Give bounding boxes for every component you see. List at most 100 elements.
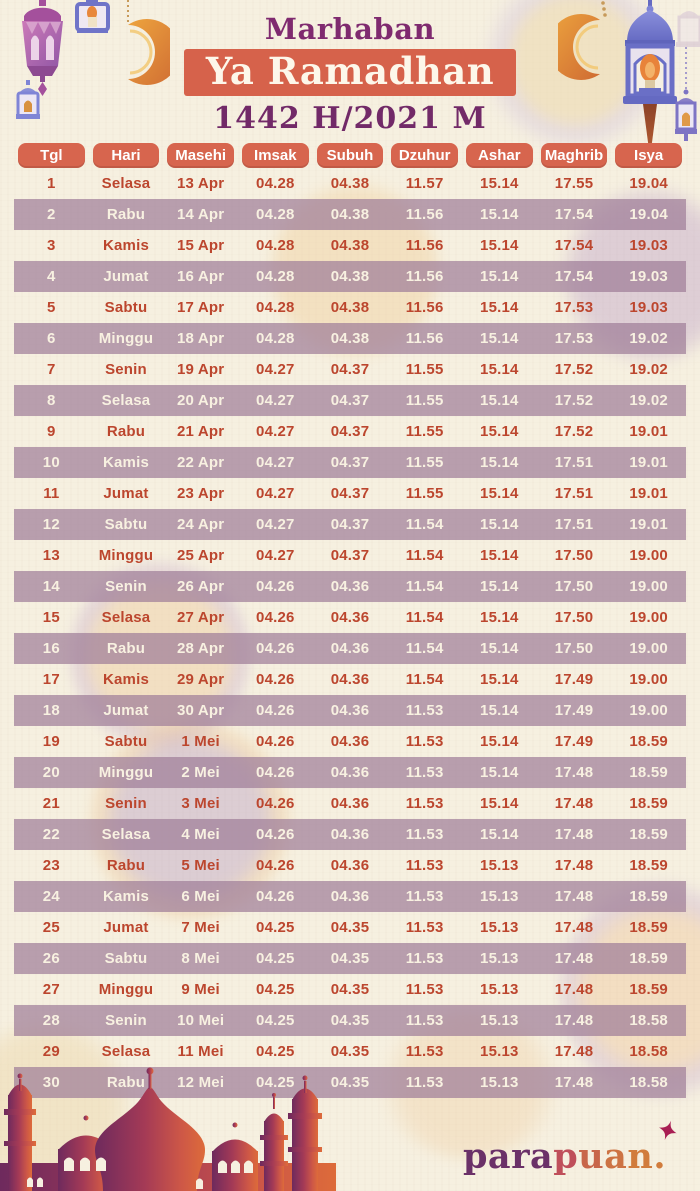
cell-hari: Rabu (106, 206, 146, 223)
cell-dzuhur: 11.55 (405, 485, 444, 502)
table-row: 29 Selasa 11 Mei 04.25 04.35 11.53 15.13 17.48 1… (14, 1036, 686, 1067)
cell-imsak: 04.25 (256, 1043, 295, 1060)
cell-imsak: 04.27 (256, 392, 295, 409)
cell-dzuhur: 11.54 (405, 671, 444, 688)
table-row: 24 Kamis 6 Mei 04.26 04.36 11.53 15.13 17.48 18.… (14, 881, 686, 912)
cell-tgl: 4 (47, 268, 56, 285)
cell-subuh: 04.36 (330, 888, 370, 905)
column-header-hari: Hari (92, 143, 160, 168)
cell-dzuhur: 11.56 (405, 206, 444, 223)
cell-masehi: 14 Apr (176, 206, 225, 223)
table-row: 25 Jumat 7 Mei 04.25 04.35 11.53 15.13 17.48 18.… (14, 912, 686, 943)
cell-isya: 19.01 (629, 454, 668, 471)
table-row: 26 Sabtu 8 Mei 04.25 04.35 11.53 15.13 17.48 18.… (14, 943, 686, 974)
cell-masehi: 17 Apr (176, 299, 225, 316)
cell-maghrib: 17.48 (554, 919, 594, 936)
cell-imsak: 04.27 (256, 454, 295, 471)
cell-maghrib: 17.50 (554, 578, 594, 595)
table-row: 1 Selasa 13 Apr 04.28 04.38 11.57 15.14 17.55 19… (14, 168, 686, 199)
cell-ashar: 15.14 (480, 516, 519, 533)
cell-imsak: 04.28 (256, 268, 295, 285)
table-row: 21 Senin 3 Mei 04.26 04.36 11.53 15.14 17.48 18.… (14, 788, 686, 819)
cell-dzuhur: 11.55 (405, 361, 444, 378)
cell-ashar: 15.13 (480, 1012, 519, 1029)
cell-masehi: 3 Mei (181, 795, 220, 812)
cell-tgl: 8 (47, 392, 56, 409)
cell-maghrib: 17.48 (554, 1043, 594, 1060)
cell-ashar: 15.13 (480, 919, 519, 936)
cell-hari: Kamis (102, 888, 149, 905)
cell-maghrib: 17.52 (554, 361, 594, 378)
cell-masehi: 13 Apr (176, 175, 225, 192)
cell-dzuhur: 11.54 (405, 640, 444, 657)
cell-tgl: 6 (47, 330, 56, 347)
cell-subuh: 04.38 (330, 175, 370, 192)
cell-tgl: 19 (42, 733, 60, 750)
cell-hari: Kamis (102, 671, 149, 688)
cell-tgl: 21 (42, 795, 60, 812)
cell-tgl: 12 (42, 516, 60, 533)
cell-isya: 18.59 (629, 981, 668, 998)
cell-tgl: 9 (47, 423, 56, 440)
cell-hari: Jumat (103, 485, 149, 502)
cell-hari: Minggu (98, 330, 154, 347)
table-row: 6 Minggu 18 Apr 04.28 04.38 11.56 15.14 17.53 19… (14, 323, 686, 354)
cell-isya: 19.03 (629, 237, 668, 254)
cell-masehi: 20 Apr (176, 392, 225, 409)
cell-imsak: 04.27 (256, 485, 295, 502)
cell-isya: 19.01 (629, 423, 668, 440)
cell-dzuhur: 11.54 (405, 578, 444, 595)
cell-masehi: 21 Apr (176, 423, 225, 440)
cell-hari: Senin (105, 578, 147, 595)
table-row: 15 Selasa 27 Apr 04.26 04.36 11.54 15.14 17.50 1… (14, 602, 686, 633)
cell-isya: 18.59 (629, 950, 668, 967)
cell-imsak: 04.26 (256, 671, 295, 688)
table-row: 22 Selasa 4 Mei 04.26 04.36 11.53 15.14 17.48 18… (14, 819, 686, 850)
cell-dzuhur: 11.57 (405, 175, 444, 192)
cell-maghrib: 17.48 (554, 981, 594, 998)
cell-masehi: 5 Mei (181, 857, 220, 874)
table-row: 23 Rabu 5 Mei 04.26 04.36 11.53 15.13 17.48 18.5… (14, 850, 686, 881)
cell-masehi: 4 Mei (181, 826, 220, 843)
table-row: 12 Sabtu 24 Apr 04.27 04.37 11.54 15.14 17.51 19… (14, 509, 686, 540)
cell-imsak: 04.28 (256, 175, 295, 192)
cell-subuh: 04.36 (330, 640, 370, 657)
cell-hari: Rabu (106, 640, 146, 657)
table-header-row: Tgl Hari Masehi Imsak Subuh Dzuhur Ashar… (14, 143, 686, 168)
cell-imsak: 04.26 (256, 764, 295, 781)
cell-isya: 19.00 (629, 609, 668, 626)
cell-tgl: 30 (42, 1074, 60, 1091)
cell-isya: 19.04 (629, 175, 668, 192)
cell-hari: Kamis (102, 454, 149, 471)
cell-imsak: 04.25 (256, 1012, 295, 1029)
cell-maghrib: 17.50 (554, 547, 594, 564)
cell-ashar: 15.14 (480, 826, 519, 843)
cell-masehi: 25 Apr (176, 547, 225, 564)
table-row: 5 Sabtu 17 Apr 04.28 04.38 11.56 15.14 17.53 19.… (14, 292, 686, 323)
cell-isya: 19.03 (629, 268, 668, 285)
cell-dzuhur: 11.56 (405, 299, 444, 316)
cell-subuh: 04.37 (330, 361, 370, 378)
cell-ashar: 15.13 (480, 981, 519, 998)
cell-isya: 18.58 (629, 1012, 668, 1029)
cell-isya: 18.59 (629, 857, 668, 874)
cell-dzuhur: 11.53 (405, 1012, 444, 1029)
cell-subuh: 04.36 (330, 857, 370, 874)
cell-hari: Rabu (106, 857, 146, 874)
cell-masehi: 2 Mei (181, 764, 220, 781)
column-header-imsak: Imsak (241, 143, 309, 168)
cell-masehi: 23 Apr (176, 485, 225, 502)
table-row: 2 Rabu 14 Apr 04.28 04.38 11.56 15.14 17.54 19.0… (14, 199, 686, 230)
cell-dzuhur: 11.55 (405, 392, 444, 409)
cell-isya: 19.02 (629, 392, 668, 409)
cell-subuh: 04.38 (330, 268, 370, 285)
cell-subuh: 04.36 (330, 764, 370, 781)
parapuan-logo: parapuan. (463, 1120, 677, 1177)
logo-letter: a (604, 1136, 628, 1177)
sparkle-icon (659, 1120, 677, 1140)
table-row: 11 Jumat 23 Apr 04.27 04.37 11.55 15.14 17.51 19… (14, 478, 686, 509)
cell-dzuhur: 11.53 (405, 764, 444, 781)
cell-ashar: 15.14 (480, 175, 519, 192)
cell-subuh: 04.37 (330, 454, 370, 471)
table-row: 4 Jumat 16 Apr 04.28 04.38 11.56 15.14 17.54 19.… (14, 261, 686, 292)
